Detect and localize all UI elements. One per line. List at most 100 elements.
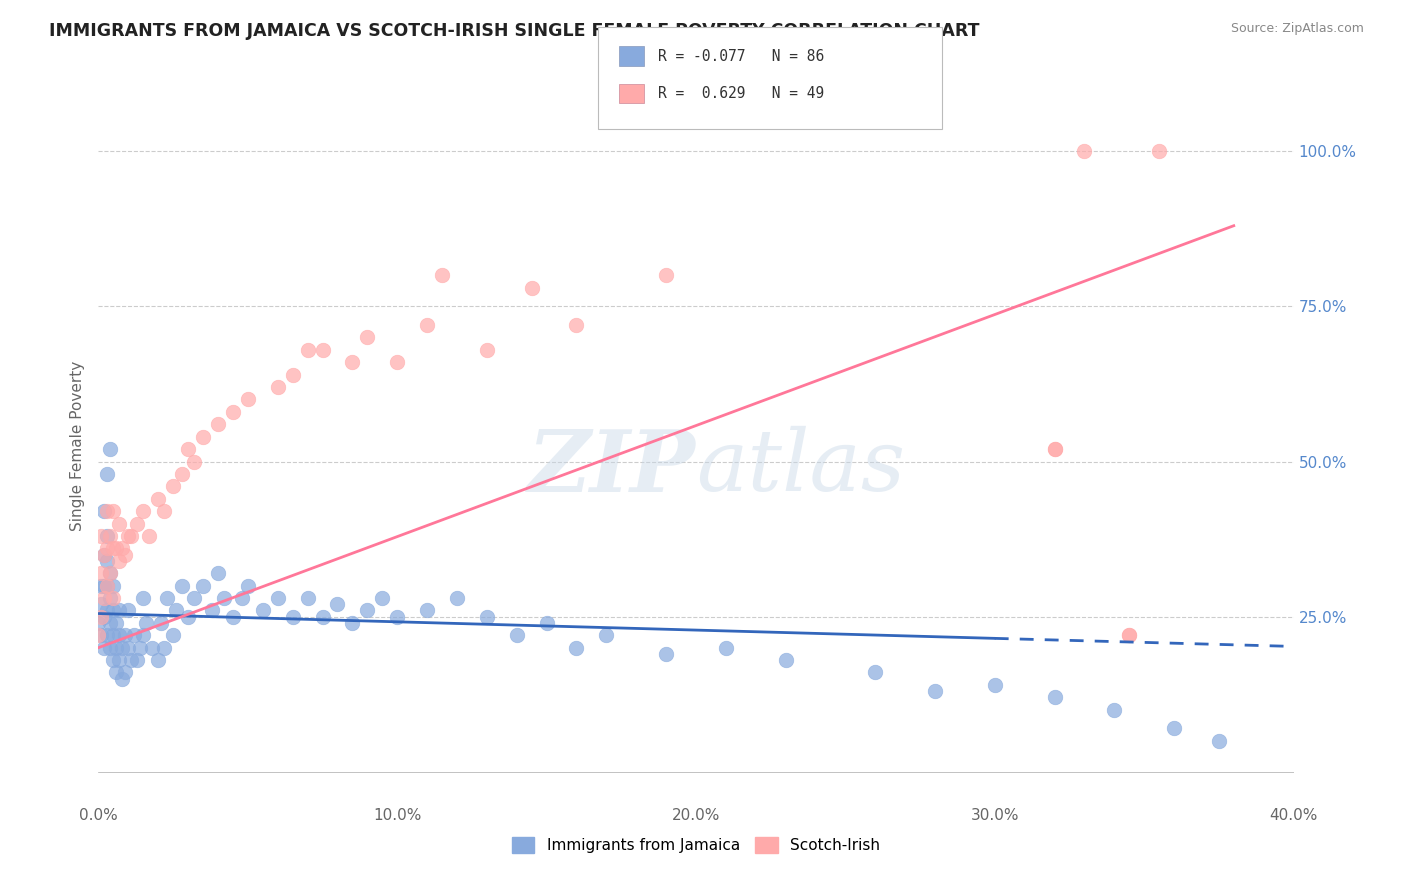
Point: [153, 640, 176, 655]
Point: [96, 579, 118, 593]
Point: [311, 609, 333, 624]
Point: [98, 640, 122, 655]
Point: [90, 597, 112, 611]
Point: [267, 380, 290, 394]
Point: [191, 579, 214, 593]
Point: [281, 368, 304, 382]
Point: [103, 628, 125, 642]
Point: [120, 653, 142, 667]
Point: [129, 640, 152, 655]
Point: [105, 665, 128, 680]
Point: [172, 579, 194, 593]
Point: [342, 615, 364, 630]
Point: [984, 678, 1007, 692]
Point: [565, 318, 588, 332]
Text: ZIP: ZIP: [529, 425, 696, 509]
Point: [120, 529, 142, 543]
Point: [90, 566, 112, 581]
Point: [87, 615, 110, 630]
Point: [98, 615, 122, 630]
Point: [356, 603, 378, 617]
Point: [222, 609, 245, 624]
Point: [108, 516, 131, 531]
Point: [105, 541, 128, 556]
Point: [117, 640, 139, 655]
Point: [595, 628, 617, 642]
Point: [655, 268, 678, 283]
Text: atlas: atlas: [696, 426, 905, 508]
Point: [96, 467, 118, 481]
Point: [93, 504, 115, 518]
Point: [385, 609, 409, 624]
Point: [98, 591, 122, 605]
Point: [475, 609, 498, 624]
Point: [177, 609, 200, 624]
Point: [222, 405, 245, 419]
Point: [98, 529, 122, 543]
Point: [105, 640, 128, 655]
Point: [356, 330, 378, 344]
Point: [231, 591, 253, 605]
Point: [1043, 690, 1066, 705]
Point: [924, 684, 946, 698]
Point: [183, 454, 205, 468]
Point: [93, 548, 115, 562]
Point: [430, 268, 453, 283]
Point: [153, 504, 176, 518]
Point: [281, 609, 304, 624]
Point: [201, 603, 224, 617]
Point: [416, 318, 439, 332]
Point: [127, 653, 149, 667]
Point: [565, 640, 588, 655]
Point: [93, 548, 115, 562]
Point: [117, 529, 139, 543]
Point: [267, 591, 290, 605]
Point: [150, 615, 173, 630]
Text: R = -0.077   N = 86: R = -0.077 N = 86: [658, 49, 824, 63]
Point: [96, 541, 118, 556]
Point: [114, 628, 136, 642]
Point: [108, 603, 131, 617]
Point: [98, 442, 122, 456]
Point: [311, 343, 333, 357]
Point: [1147, 145, 1170, 159]
Point: [87, 628, 110, 642]
Point: [475, 343, 498, 357]
Point: [103, 603, 125, 617]
Point: [865, 665, 887, 680]
Point: [775, 653, 797, 667]
Point: [141, 640, 163, 655]
Point: [446, 591, 468, 605]
Legend: Immigrants from Jamaica, Scotch-Irish: Immigrants from Jamaica, Scotch-Irish: [505, 831, 887, 859]
Point: [103, 579, 125, 593]
Point: [1208, 733, 1230, 747]
Point: [1043, 442, 1066, 456]
Point: [93, 640, 115, 655]
Point: [236, 579, 259, 593]
Point: [138, 529, 160, 543]
Point: [127, 516, 149, 531]
Point: [1118, 628, 1140, 642]
Point: [520, 281, 543, 295]
Point: [207, 417, 229, 432]
Point: [93, 579, 115, 593]
Point: [111, 672, 134, 686]
Point: [114, 665, 136, 680]
Point: [111, 541, 134, 556]
Point: [416, 603, 439, 617]
Point: [98, 566, 122, 581]
Point: [1043, 442, 1066, 456]
Point: [103, 541, 125, 556]
Point: [108, 628, 131, 642]
Point: [714, 640, 737, 655]
Point: [90, 579, 112, 593]
Point: [93, 591, 115, 605]
Point: [1163, 722, 1185, 736]
Point: [1073, 145, 1095, 159]
Point: [162, 628, 184, 642]
Point: [124, 628, 146, 642]
Point: [506, 628, 529, 642]
Point: [177, 442, 200, 456]
Point: [172, 467, 194, 481]
Point: [90, 529, 112, 543]
